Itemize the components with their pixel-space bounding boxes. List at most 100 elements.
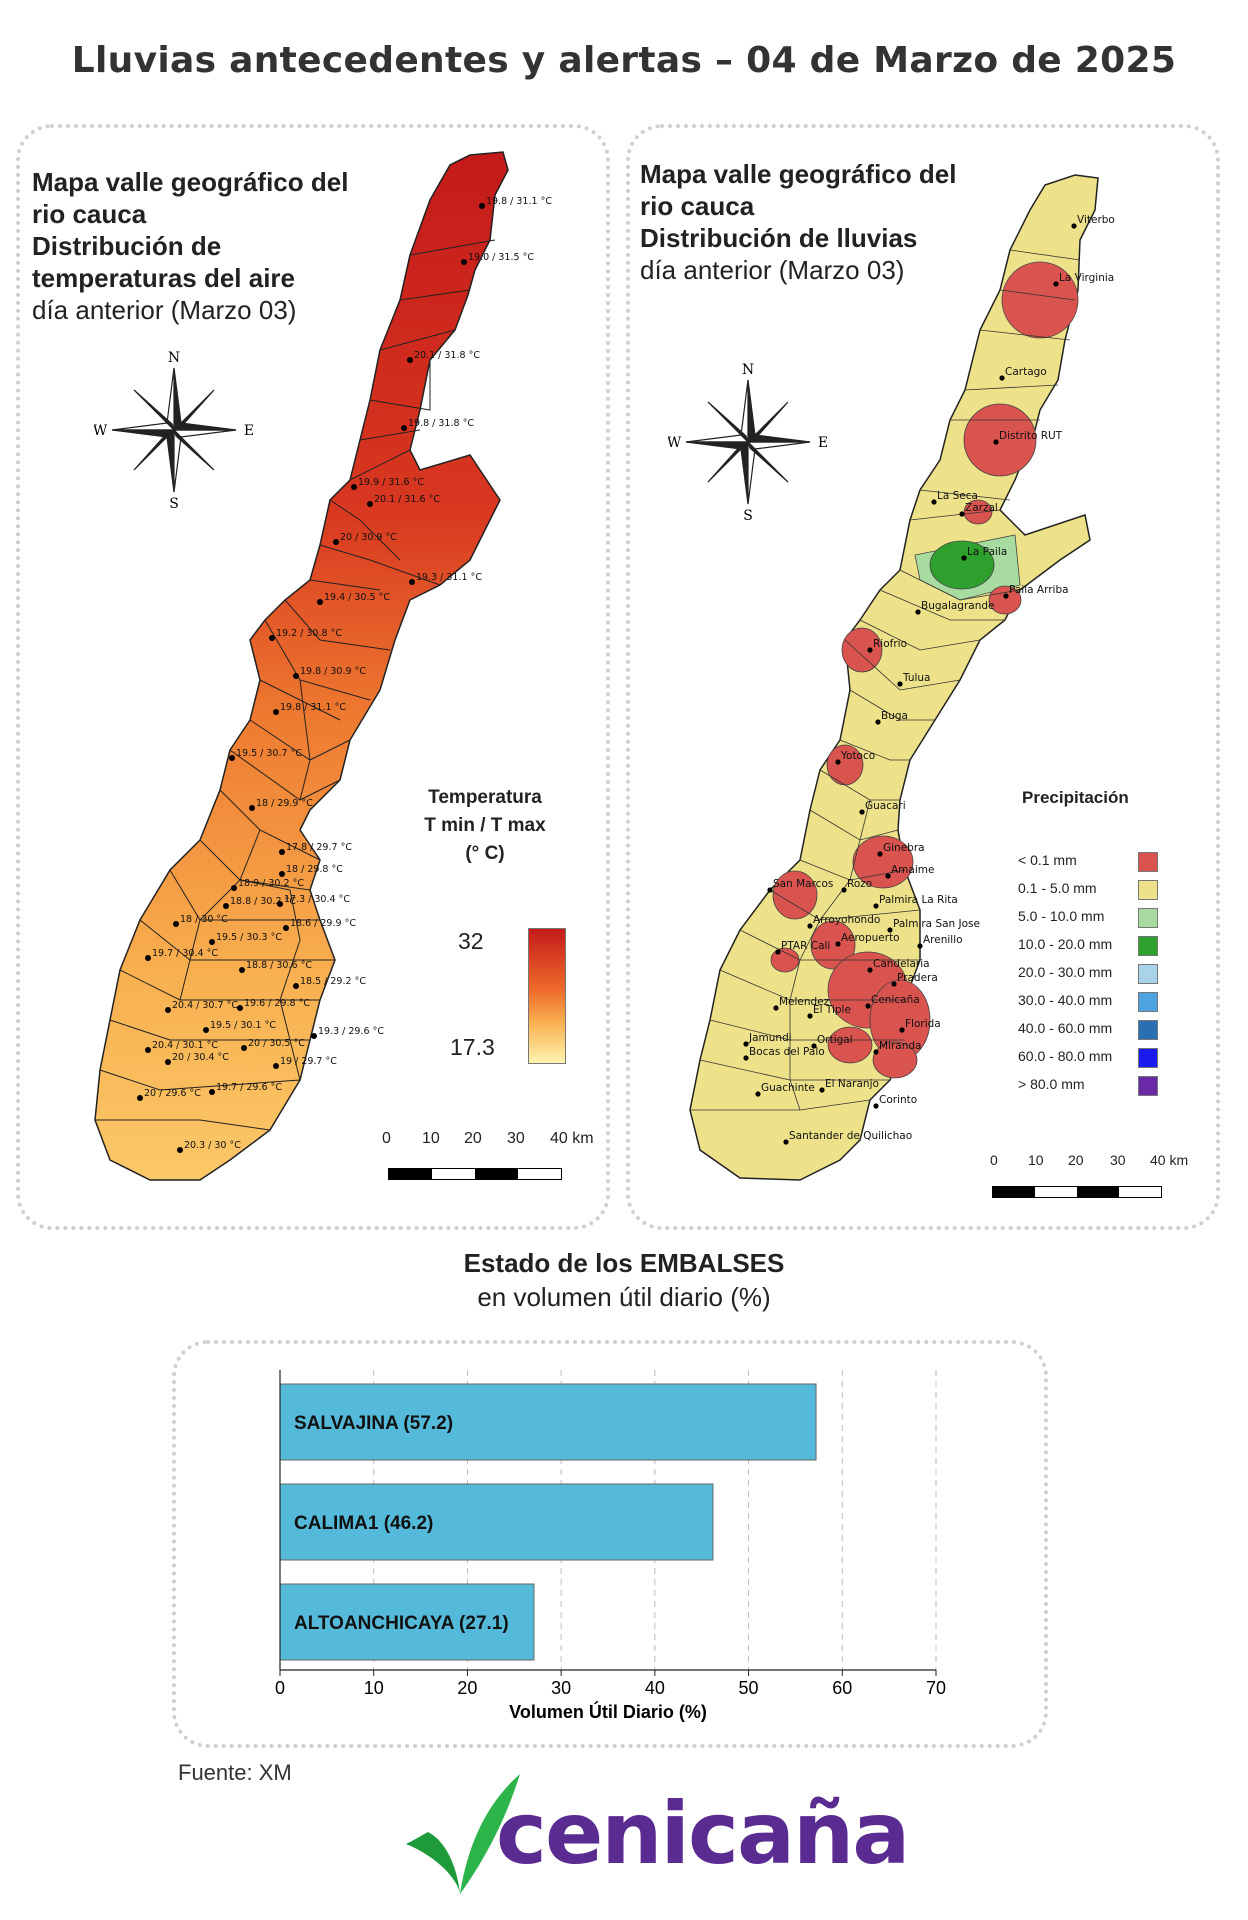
city-label: La Paila bbox=[967, 546, 1007, 558]
compass-n: N bbox=[168, 350, 180, 366]
legend-label: 60.0 - 80.0 mm bbox=[1018, 1048, 1113, 1064]
x-tick-label: 50 bbox=[739, 1678, 759, 1698]
station-temperature-label: 18 / 29.9 °C bbox=[256, 798, 313, 809]
x-tick-label: 0 bbox=[275, 1678, 285, 1698]
city-dot bbox=[875, 719, 881, 725]
city-dot bbox=[807, 923, 813, 929]
city-dot bbox=[993, 439, 999, 445]
station-temperature-label: 20.1 / 31.8 °C bbox=[414, 350, 480, 361]
legend-row: 30.0 - 40.0 mm bbox=[1018, 992, 1158, 1014]
rainfall-map: Viterbo La Virginia Cartago Distrito RUT La … bbox=[689, 174, 1115, 1181]
scale-tick: 20 bbox=[1068, 1152, 1084, 1168]
legend-label: 30.0 - 40.0 mm bbox=[1018, 992, 1113, 1008]
compass-e: E bbox=[244, 423, 254, 439]
station-dot bbox=[351, 484, 357, 490]
station-dot bbox=[273, 709, 279, 715]
station-temperature-label: 19.8 / 30.9 °C bbox=[300, 666, 366, 677]
scale-tick: 30 bbox=[1110, 1152, 1126, 1168]
station-dot bbox=[239, 967, 245, 973]
legend-label: 10.0 - 20.0 mm bbox=[1018, 936, 1113, 952]
station-temperature-label: 18.8 / 30.6 °C bbox=[246, 960, 312, 971]
city-label: La Virginia bbox=[1059, 272, 1114, 284]
city-label: Palmira La Rita bbox=[879, 894, 958, 906]
city-dot bbox=[959, 511, 965, 517]
city-label: Aeropuerto bbox=[841, 932, 900, 944]
temp-map-subtitle: día anterior (Marzo 03) bbox=[32, 295, 297, 325]
station-dot bbox=[273, 1063, 279, 1069]
legend-row: 0.1 - 5.0 mm bbox=[1018, 880, 1158, 902]
page-title: Lluvias antecedentes y alertas – 04 de M… bbox=[71, 40, 1177, 81]
compass-s: S bbox=[169, 496, 179, 510]
legend-label: 20.0 - 30.0 mm bbox=[1018, 964, 1113, 980]
temp-title-line: temperaturas del aire bbox=[32, 263, 296, 293]
station-temperature-label: 20.4 / 30.7 °C bbox=[172, 1000, 238, 1011]
station-dot bbox=[367, 501, 373, 507]
station-dot bbox=[283, 925, 289, 931]
city-label: Yotoco bbox=[840, 750, 875, 762]
temperature-color-ramp bbox=[528, 928, 566, 1064]
x-tick-label: 60 bbox=[832, 1678, 852, 1698]
city-label: Corinto bbox=[879, 1094, 917, 1106]
x-tick-label: 70 bbox=[926, 1678, 946, 1698]
station-dot bbox=[165, 1059, 171, 1065]
city-label: Buga bbox=[881, 710, 908, 722]
city-label: Bocas del Palo bbox=[749, 1046, 825, 1058]
station-dot bbox=[277, 901, 283, 907]
legend-line: Temperatura bbox=[428, 787, 542, 808]
legend-line: T min / T max bbox=[424, 815, 546, 836]
city-label: Candelaria bbox=[873, 958, 930, 970]
rain-map-subtitle: día anterior (Marzo 03) bbox=[640, 255, 905, 285]
station-dot bbox=[409, 579, 415, 585]
city-dot bbox=[891, 981, 897, 987]
city-label: El Tiple bbox=[813, 1004, 851, 1016]
reservoir-bar-chart: SALVAJINA (57.2) CALIMA1 (46.2) ALTOANCHIC… bbox=[275, 1370, 946, 1722]
station-temperature-label: 19.5 / 30.3 °C bbox=[216, 932, 282, 943]
city-label: San Marcos bbox=[773, 878, 833, 890]
legend-label: 5.0 - 10.0 mm bbox=[1018, 908, 1105, 924]
city-label: Amaime bbox=[891, 864, 934, 876]
legend-row: 10.0 - 20.0 mm bbox=[1018, 936, 1158, 958]
city-label: Ginebra bbox=[883, 842, 925, 854]
legend-row: > 80.0 mm bbox=[1018, 1076, 1158, 1098]
city-dot bbox=[915, 609, 921, 615]
precipitation-legend-title: Precipitación bbox=[1022, 788, 1129, 807]
station-dot bbox=[237, 1005, 243, 1011]
city-dot bbox=[819, 1087, 825, 1093]
legend-label: 40.0 - 60.0 mm bbox=[1018, 1020, 1113, 1036]
city-label: Jamundi bbox=[748, 1032, 792, 1044]
city-dot bbox=[859, 809, 865, 815]
legend-label: < 0.1 mm bbox=[1018, 852, 1077, 868]
station-temperature-label: 19.3 / 29.6 °C bbox=[318, 1026, 384, 1037]
city-dot bbox=[873, 1049, 879, 1055]
reservoirs-panel bbox=[172, 1340, 1048, 1748]
city-dot bbox=[931, 499, 937, 505]
city-dot bbox=[873, 1103, 879, 1109]
reservoirs-subtitle: en volumen útil diario (%) bbox=[477, 1282, 771, 1312]
city-dot bbox=[897, 681, 903, 687]
city-dot bbox=[743, 1055, 749, 1061]
scale-tick: 40 km bbox=[1150, 1152, 1189, 1168]
city-dot bbox=[961, 555, 967, 561]
city-label: Arenillo bbox=[923, 934, 963, 946]
station-temperature-label: 19.9 / 31.6 °C bbox=[358, 477, 424, 488]
temp-title-line: Distribución de bbox=[32, 231, 222, 261]
station-dot bbox=[249, 805, 255, 811]
station-temperature-label: 19.5 / 30.7 °C bbox=[236, 748, 302, 759]
station-temperature-label: 19.8 / 31.1 °C bbox=[280, 702, 346, 713]
chart-axis: 0 10 20 30 40 50 60 70 bbox=[275, 1370, 946, 1698]
rain-title-bold: Distribución de lluvias bbox=[640, 223, 918, 253]
city-dot bbox=[865, 1003, 871, 1009]
station-dot bbox=[269, 635, 275, 641]
cenicana-logo: cenicaña bbox=[398, 1762, 910, 1902]
legend-swatch bbox=[1138, 1048, 1158, 1068]
station-temperature-label: 19 / 29.7 °C bbox=[280, 1056, 337, 1067]
legend-min-label: 17.3 bbox=[450, 1034, 495, 1060]
x-axis-label: Volumen Útil Diario (%) bbox=[509, 1701, 707, 1722]
station-temperature-label: 17.8 / 29.7 °C bbox=[286, 842, 352, 853]
station-dot bbox=[293, 673, 299, 679]
compass-icon: N S W E bbox=[93, 350, 254, 512]
station-temperature-label: 19.3 / 31.1 °C bbox=[416, 572, 482, 583]
city-label: Florida bbox=[905, 1018, 941, 1030]
temperature-legend-title: Temperatura T min / T max (° C) bbox=[410, 784, 560, 868]
rain-title-line: rio cauca bbox=[640, 191, 755, 221]
